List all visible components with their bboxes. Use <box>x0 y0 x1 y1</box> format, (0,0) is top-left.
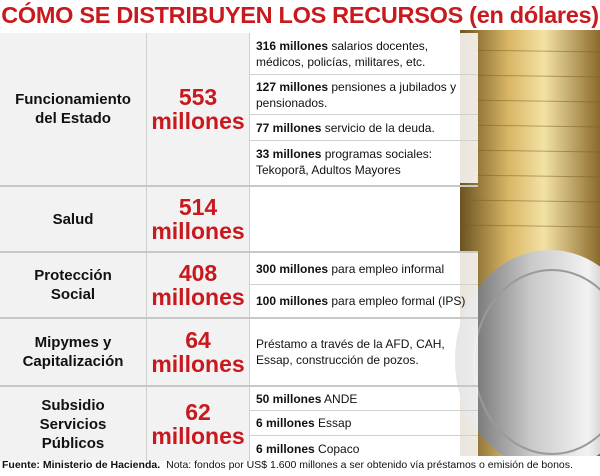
list-item: 316 millones salarios docentes, médicos,… <box>250 33 478 75</box>
list-item: 127 millones pensiones a jubilados y pen… <box>250 75 478 115</box>
list-item: 100 millones para empleo formal (IPS) <box>250 285 478 317</box>
item-amount: 33 millones <box>256 147 322 161</box>
item-text: para empleo formal (IPS) <box>328 294 466 308</box>
list-item: 77 millones servicio de la deuda. <box>250 115 478 141</box>
item-amount: 100 millones <box>256 294 329 308</box>
item-amount: 300 millones <box>256 261 329 276</box>
details-list: 300 millones para empleo informal 100 mi… <box>250 253 478 317</box>
footer: Fuente: Ministerio de Hacienda. Nota: fon… <box>2 459 600 471</box>
item-text: pensiones a jubilados y pensionados. <box>256 79 457 110</box>
table-row: Protección Social 408 millones 300 millo… <box>0 253 478 319</box>
category-label: Mipymes y Capitalización <box>0 319 147 385</box>
table-row: Salud 514 millones <box>0 187 478 253</box>
coin-stack-icon <box>455 30 600 456</box>
item-text: Préstamo a través de la AFD, CAH, Essap,… <box>256 337 445 367</box>
item-amount: 127 millones <box>256 79 329 94</box>
list-item: 33 millones programas sociales: Tekoporã… <box>250 141 478 183</box>
item-amount: 6 millones <box>256 416 315 430</box>
table-row: Subsidio Servicios Públicos 62 millones … <box>0 387 478 462</box>
amount-value: 62 millones <box>147 387 250 461</box>
category-label: Salud <box>0 187 147 251</box>
amount-value: 408 millones <box>147 253 250 317</box>
item-text: ANDE <box>321 391 358 406</box>
item-amount: 50 millones <box>256 391 322 406</box>
source-note: Fuente: Ministerio de Hacienda. <box>2 459 161 471</box>
item-text: para empleo informal <box>328 261 445 276</box>
list-item: Préstamo a través de la AFD, CAH, Essap,… <box>250 319 478 385</box>
resources-table: Funcionamiento del Estado 553 millones 3… <box>0 33 478 462</box>
category-label: Subsidio Servicios Públicos <box>0 387 147 461</box>
item-text: programas sociales: Tekoporã, Adultos Ma… <box>256 147 433 177</box>
details-list: 316 millones salarios docentes, médicos,… <box>250 33 478 185</box>
table-row: Funcionamiento del Estado 553 millones 3… <box>0 33 478 187</box>
item-amount: 6 millones <box>256 441 315 456</box>
item-amount: 316 millones <box>256 38 329 53</box>
category-label: Protección Social <box>0 253 147 317</box>
item-amount: 77 millones <box>256 120 322 135</box>
item-text: Copaco <box>314 441 360 456</box>
table-row: Mipymes y Capitalización 64 millones Pré… <box>0 319 478 387</box>
list-item: 300 millones para empleo informal <box>250 253 478 285</box>
footnote: Nota: fondos por US$ 1.600 millones a se… <box>166 459 573 471</box>
list-item: 6 millones Essap <box>250 411 478 436</box>
list-item: 6 millones Copaco <box>250 436 478 461</box>
list-item: 50 millones ANDE <box>250 387 478 411</box>
infographic-title: CÓMO SE DISTRIBUYEN LOS RECURSOS (en dól… <box>1 2 599 28</box>
category-label: Funcionamiento del Estado <box>0 33 147 185</box>
amount-value: 64 millones <box>147 319 250 385</box>
item-text: servicio de la deuda. <box>321 120 435 135</box>
item-text: salarios docentes, médicos, policías, mi… <box>256 38 429 69</box>
details-list: 50 millones ANDE 6 millones Essap 6 mill… <box>250 387 478 461</box>
item-text: Essap <box>314 416 352 430</box>
amount-value: 553 millones <box>147 33 250 185</box>
details-list <box>250 187 478 251</box>
amount-value: 514 millones <box>147 187 250 251</box>
details-list: Préstamo a través de la AFD, CAH, Essap,… <box>250 319 478 385</box>
